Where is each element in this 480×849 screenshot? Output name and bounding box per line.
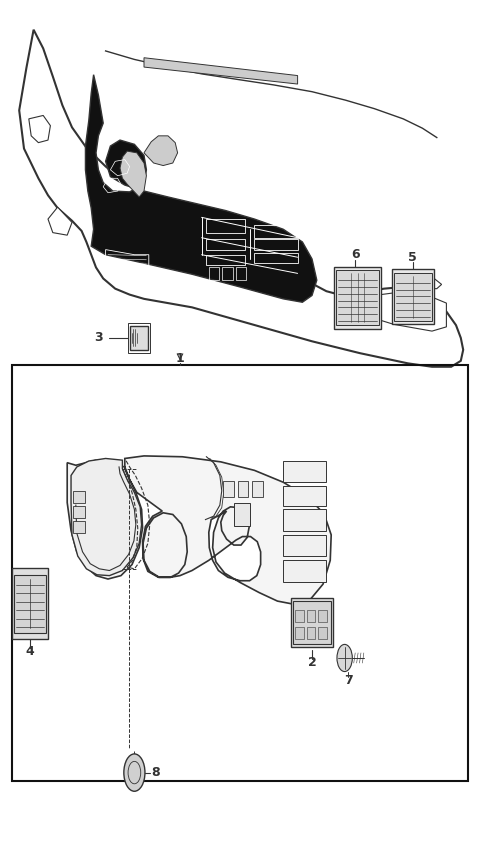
Bar [291,598,333,647]
Bar [128,323,150,353]
Bar [12,568,48,639]
Bar [234,503,250,526]
Polygon shape [19,30,463,367]
Bar [394,273,432,321]
Bar [283,535,326,556]
Bar [206,219,245,233]
Bar [283,560,326,582]
Polygon shape [144,136,178,166]
Polygon shape [71,458,142,576]
Bar [14,575,46,633]
Text: 6: 6 [351,248,360,261]
Bar [206,239,245,250]
Polygon shape [403,272,442,289]
Bar [252,481,263,497]
Bar [293,601,331,644]
Bar [130,326,148,350]
Bar [283,509,326,531]
Bar [392,269,434,324]
Bar [254,253,298,263]
Circle shape [337,644,352,672]
Text: 4: 4 [25,644,35,658]
Bar [295,627,304,639]
Bar [73,506,85,518]
Bar [209,267,219,280]
Text: 2: 2 [308,655,316,669]
Bar [12,365,468,781]
Text: 5: 5 [408,250,417,264]
Bar [254,239,298,250]
Text: 7: 7 [344,673,353,687]
Polygon shape [85,75,317,302]
Polygon shape [29,115,50,143]
Bar [307,627,315,639]
Bar [318,627,327,639]
Polygon shape [48,207,72,235]
Polygon shape [144,58,298,84]
Bar [307,610,315,622]
Polygon shape [374,293,446,331]
Bar [283,486,326,506]
Polygon shape [67,456,331,604]
Text: 1: 1 [176,351,184,365]
Bar [334,267,381,329]
Bar [73,521,85,533]
Bar [238,481,248,497]
Polygon shape [120,151,146,197]
Bar [73,491,85,503]
Bar [254,225,298,238]
Text: 3: 3 [95,331,103,345]
Bar [236,267,246,280]
Bar [283,461,326,482]
Bar [336,270,379,325]
Bar [295,610,304,622]
Bar [222,267,233,280]
Bar [223,481,234,497]
Bar [318,610,327,622]
Text: 8: 8 [151,766,160,779]
Bar [206,255,245,265]
Circle shape [124,754,145,791]
